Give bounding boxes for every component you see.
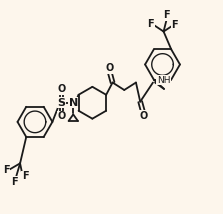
Text: O: O	[105, 63, 114, 73]
Text: O: O	[57, 111, 66, 121]
Text: F: F	[11, 177, 18, 187]
Text: F: F	[171, 20, 178, 30]
Text: O: O	[57, 84, 66, 94]
Text: N: N	[69, 98, 78, 108]
Text: O: O	[139, 111, 148, 121]
Text: S: S	[58, 98, 66, 108]
Text: F: F	[148, 19, 154, 29]
Text: F: F	[163, 10, 170, 20]
Text: NH: NH	[157, 76, 170, 85]
Text: F: F	[22, 171, 29, 181]
Text: F: F	[3, 165, 10, 175]
